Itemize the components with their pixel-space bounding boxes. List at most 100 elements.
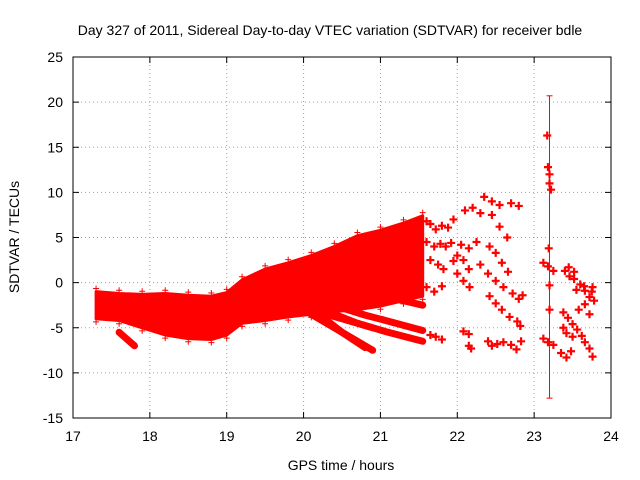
band-edge-point (262, 320, 269, 327)
grid-lines (73, 57, 611, 418)
band-edge-point (93, 318, 100, 325)
data-point (543, 262, 552, 271)
y-tick-label: 20 (47, 94, 63, 110)
data-point (567, 347, 576, 356)
data-point (573, 325, 582, 334)
data-trace (115, 328, 138, 350)
data-point (485, 242, 494, 251)
band-edge-point (223, 335, 230, 342)
data-point (449, 215, 458, 224)
data-point (549, 340, 558, 349)
data-point (564, 263, 573, 272)
data-point (487, 210, 496, 219)
data-point (547, 185, 556, 194)
band-edge-point (262, 262, 269, 269)
data-point (487, 341, 496, 350)
data-point (476, 209, 485, 218)
data-point (518, 291, 527, 300)
data-point (444, 223, 453, 232)
x-tick-label: 18 (142, 428, 158, 444)
data-point (476, 260, 485, 269)
band-edge-point (400, 216, 407, 223)
data-point (457, 240, 466, 249)
data-point (514, 201, 523, 210)
data-point (565, 272, 574, 281)
error-bar-layer (546, 95, 553, 399)
data-point (464, 244, 473, 253)
data-point (434, 260, 443, 269)
data-point (559, 308, 568, 317)
data-point (467, 344, 476, 353)
data-point (505, 312, 514, 321)
data-point (580, 300, 589, 309)
band-edge-point (419, 209, 426, 216)
data-point (426, 256, 435, 265)
data-point (422, 238, 431, 247)
data-point (491, 248, 500, 257)
data-point (543, 163, 552, 172)
data-point (449, 256, 458, 265)
data-point (507, 199, 516, 208)
data-point (495, 201, 504, 210)
data-point (587, 287, 596, 296)
data-point (557, 349, 566, 358)
data-point (441, 242, 450, 251)
x-tick-label: 23 (526, 428, 542, 444)
data-point (426, 219, 435, 228)
data-trace (315, 310, 369, 352)
data-point (485, 292, 494, 301)
trace-layer (115, 274, 427, 354)
x-axis-label: GPS time / hours (288, 457, 395, 473)
data-point (439, 265, 448, 274)
data-point (504, 267, 513, 276)
band-edge-point (285, 256, 292, 263)
band-edge-point (93, 285, 100, 292)
band-edge-point (239, 273, 246, 280)
data-point (493, 339, 502, 348)
data-point (484, 337, 493, 346)
data-point (431, 225, 440, 234)
data-point (539, 334, 548, 343)
data-point (580, 338, 589, 347)
data-point (437, 335, 446, 344)
data-point (572, 285, 581, 294)
y-tick-label: 0 (55, 275, 63, 291)
data-point (577, 331, 586, 340)
data-point (503, 233, 512, 242)
band-edge-point (331, 240, 338, 247)
data-trace (307, 301, 427, 345)
data-point (453, 251, 462, 260)
data-point (562, 353, 571, 362)
data-point (559, 323, 568, 332)
x-tick-label: 21 (373, 428, 389, 444)
tick-layer: 17 18 19 20 21 22 23 24 -15 -10 -5 0 5 10 15 20 25 (43, 49, 619, 444)
y-tick-label: 15 (47, 139, 63, 155)
data-point (468, 203, 477, 212)
data-point (484, 269, 493, 278)
sparse-points-layer (422, 131, 599, 362)
data-point (549, 266, 558, 275)
band-edge-point (377, 306, 384, 313)
y-tick-label: -5 (51, 320, 64, 336)
data-point (563, 313, 572, 322)
data-trace (315, 297, 427, 334)
band-edge-point (139, 288, 146, 295)
data-point (517, 337, 526, 346)
data-point (585, 293, 594, 302)
band-edge-point (285, 317, 292, 324)
data-point (516, 321, 525, 330)
band-edge-point (208, 339, 215, 346)
data-point (570, 267, 579, 276)
data-point (464, 330, 473, 339)
data-point (491, 299, 500, 308)
data-point (512, 345, 521, 354)
data-point (422, 283, 431, 292)
x-tick-label: 17 (65, 428, 81, 444)
data-point (497, 258, 506, 267)
x-tick-label: 24 (603, 428, 619, 444)
band-edge-point (308, 249, 315, 256)
data-point (568, 320, 577, 329)
data-trace (346, 286, 427, 309)
data-point (453, 269, 462, 278)
data-point (447, 238, 456, 247)
